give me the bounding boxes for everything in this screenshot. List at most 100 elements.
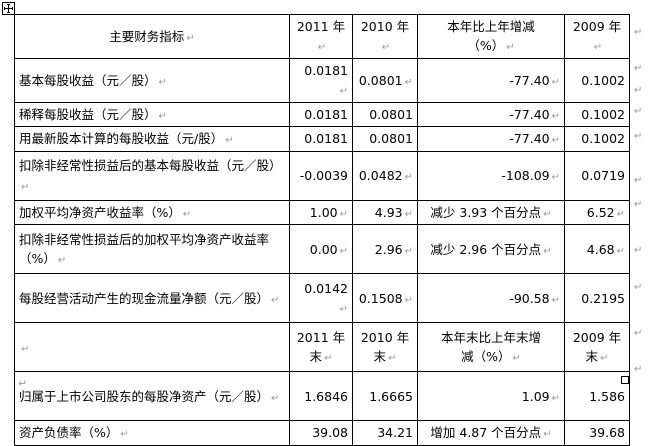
paragraph-mark-icon: ↵ — [634, 131, 643, 142]
paragraph-mark-icon: ↵ — [634, 364, 643, 375]
table-row: 扣除非经常性损益后的基本每股收益（元／股）↵ -0.0039 0.0482 ↵ -… — [14, 150, 630, 201]
header-cell-2011: 2011 年 ↵ — [289, 14, 353, 59]
cell-2009: 1.586 — [564, 371, 630, 422]
header-cell-label: 主要财务指标 ↵ — [14, 14, 290, 59]
paragraph-mark-icon: ↵ — [271, 294, 280, 306]
paragraph-mark-icon: ↵ — [158, 110, 167, 122]
subheader-cell-2011: 2011 年末 ↵ — [289, 322, 353, 373]
header-change-line1: 本年比上年增减 — [447, 19, 535, 35]
cell-2009: 39.68 — [564, 420, 630, 446]
cell-change: -77.40 ↵ — [417, 101, 565, 128]
paragraph-mark-icon: ↵ — [551, 110, 560, 122]
row-label: 每股经营活动产生的现金流量净额（元／股） ↵ — [14, 273, 290, 324]
header-change-line2: （%） ↵ — [467, 38, 515, 54]
cell-change: 1.09 ↵ — [417, 371, 565, 422]
table-row: 基本每股收益（元／股） ↵ 0.0181↵ 0.0801 ↵ -77.40 ↵ 0.1… — [14, 58, 630, 103]
table-row: 归属于上市公司股东的每股净资产（元／股） ↵ 1.6846 1.6665 1.09… — [14, 371, 630, 422]
header-2010-text: 2010 年 — [360, 19, 410, 35]
header-cell-2010: 2010 年 ↵ — [352, 14, 418, 59]
subheader-cell-label: ↵ — [14, 322, 290, 373]
cell-change: -108.09 ↵ — [417, 150, 565, 201]
cell-2011: 0.0142↵ — [289, 273, 353, 324]
paragraph-mark-icon: ↵ — [506, 42, 515, 54]
paragraph-mark-icon: ↵ — [616, 245, 625, 257]
cell-2010: 0.0482 ↵ — [352, 150, 418, 201]
cell-2010: 34.21 — [352, 420, 418, 446]
row-label: 稀释每股收益（元／股） ↵ — [14, 101, 290, 128]
cell-2010: 0.0801 ↵ — [352, 58, 418, 103]
paragraph-mark-icon: ↵ — [381, 42, 391, 54]
row-label: 加权平均净资产收益率（%） ↵ — [14, 199, 290, 226]
paragraph-mark-icon: ↵ — [634, 199, 643, 210]
cell-change: -90.58 ↵ — [417, 273, 565, 324]
row-label: 基本每股收益（元／股） ↵ — [14, 58, 290, 103]
cell-change: -77.40 ↵ — [417, 58, 565, 103]
paragraph-mark-icon: ↵ — [404, 172, 413, 184]
cell-2009: 0.1002 — [564, 126, 630, 152]
paragraph-mark-icon: ↵ — [404, 208, 413, 220]
cell-change: -77.40 ↵ — [417, 126, 565, 152]
paragraph-mark-icon: ↵ — [543, 429, 552, 441]
cell-2010: 0.0801 — [352, 101, 418, 128]
paragraph-mark-icon: ↵ — [18, 377, 28, 390]
paragraph-mark-icon: ↵ — [634, 328, 643, 339]
move-handle-arrow-right — [12, 7, 13, 10]
cell-2009: 6.52 ↵ — [564, 199, 630, 226]
move-handle-vertical-bar — [8, 4, 9, 13]
paragraph-mark-icon: ↵ — [551, 294, 560, 306]
paragraph-mark-icon: ↵ — [404, 294, 413, 306]
paragraph-mark-icon: ↵ — [551, 76, 560, 88]
paragraph-mark-icon: ↵ — [339, 304, 348, 316]
paragraph-mark-icon: ↵ — [120, 429, 129, 441]
paragraph-mark-icon: ↵ — [634, 63, 643, 74]
subheader-cell-change: 本年末比上年末增 减（%） ↵ — [417, 322, 565, 373]
paragraph-mark-icon: ↵ — [339, 245, 348, 257]
cell-2011: 0.0181 — [289, 126, 353, 152]
paragraph-mark-icon: ↵ — [634, 85, 643, 96]
paragraph-mark-icon: ↵ — [271, 392, 280, 404]
table-header-row: 主要财务指标 ↵ 2011 年 ↵ 2010 年 ↵ 本年比上年增减 （%） ↵ 2009… — [14, 14, 630, 59]
table-row: 每股经营活动产生的现金流量净额（元／股） ↵ 0.0142↵ 0.1508 ↵ -9… — [14, 273, 630, 324]
row-label: 扣除非经常性损益后的加权平均净资产收益率（%） ↵ — [14, 224, 290, 275]
table-row: 稀释每股收益（元／股） ↵ 0.0181 0.0801 -77.40 ↵ 0.100… — [14, 101, 630, 128]
move-handle-arrow-left — [4, 7, 5, 10]
table-subheader-row: ↵ 2011 年末 ↵ 2010 年末 ↵ 本年末比上年末增 减（%） ↵ 2009 年… — [14, 322, 630, 373]
cell-change: 增加 4.87 个百分点 ↵ — [417, 420, 565, 446]
cell-2011: 0.0181 — [289, 101, 353, 128]
move-handle-arrow-up — [7, 4, 10, 5]
cell-2010: 1.6665 — [352, 371, 418, 422]
subheader-cell-2009: 2009 年末 ↵ — [564, 322, 630, 373]
cell-2009: 0.1002 — [564, 101, 630, 128]
paragraph-mark-icon: ↵ — [317, 42, 327, 54]
row-label: 资产负债率（%） ↵ — [14, 420, 290, 446]
paragraph-mark-icon: ↵ — [616, 208, 625, 220]
cell-2011: 39.08 — [289, 420, 353, 446]
paragraph-mark-icon: ↵ — [634, 27, 643, 38]
paragraph-mark-icon: ↵ — [634, 282, 643, 293]
paragraph-mark-icon: ↵ — [634, 106, 643, 117]
paragraph-mark-icon: ↵ — [404, 76, 413, 88]
cell-2011: 0.00 ↵ — [289, 224, 353, 275]
header-2011-text: 2011 年 — [296, 19, 346, 35]
paragraph-mark-icon: ↵ — [388, 353, 397, 365]
paragraph-mark-icon: ↵ — [634, 175, 643, 186]
paragraph-mark-icon: ↵ — [186, 32, 195, 44]
paragraph-mark-icon: ↵ — [182, 208, 192, 220]
paragraph-mark-icon: ↵ — [543, 208, 552, 220]
paragraph-mark-icon: ↵ — [324, 353, 333, 365]
paragraph-mark-icon: ↵ — [404, 245, 413, 257]
paragraph-mark-icon: ↵ — [225, 135, 234, 147]
cell-2010: 0.0801 — [352, 126, 418, 152]
table-row: 资产负债率（%） ↵ 39.08 34.21 增加 4.87 个百分点 ↵ 39.6… — [14, 420, 630, 446]
row-label: 用最新股本计算的每股收益（元/股） ↵ — [14, 126, 290, 152]
cell-2009: 0.1002 — [564, 58, 630, 103]
header-2009-text: 2009 年 — [572, 19, 622, 35]
table-row: 扣除非经常性损益后的加权平均净资产收益率（%） ↵ 0.00 ↵ 2.96 ↵ 减少 … — [14, 224, 630, 275]
cell-change: 减少 2.96 个百分点 ↵ — [417, 224, 565, 275]
paragraph-mark-icon: ↵ — [21, 343, 30, 355]
header-cell-2009: 2009 年 ↵ — [564, 14, 630, 59]
table-move-handle-icon[interactable] — [2, 2, 15, 15]
paragraph-mark-icon: ↵ — [593, 42, 603, 54]
table-resize-handle-icon[interactable] — [621, 376, 629, 384]
subheader-cell-2010: 2010 年末 ↵ — [352, 322, 418, 373]
